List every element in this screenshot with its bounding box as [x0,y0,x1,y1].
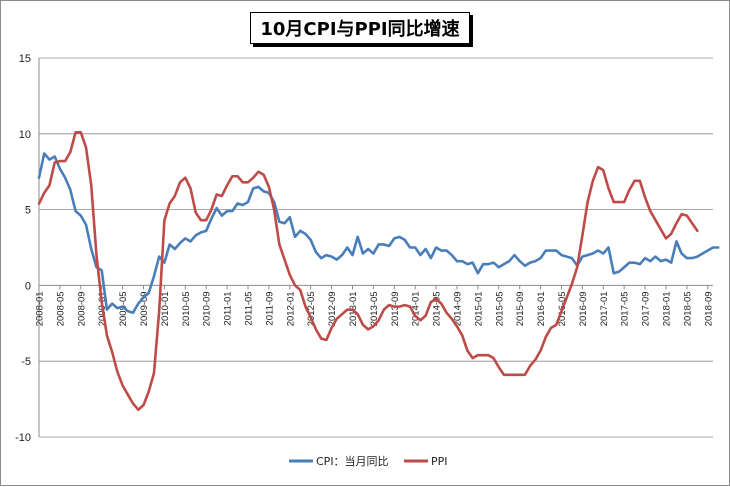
y-tick-label: -10 [15,432,31,444]
y-tick-label: 15 [19,53,31,65]
x-tick-label: 2011-01 [223,291,234,325]
legend-label-cpi: CPI：当月同比 [316,454,389,468]
x-tick-label: 2013-05 [369,291,380,326]
chart-title-box: 10月CPI与PPI同比增速 [250,12,470,44]
x-tick-label: 2016-09 [578,291,589,326]
y-tick-labels: -10 -5 0 5 10 15 [15,53,31,444]
y-tick-label: 10 [19,129,31,141]
x-tick-label: 2012-01 [285,291,296,326]
x-tick-label: 2011-05 [243,291,254,325]
x-tick-label: 2017-09 [641,291,652,326]
x-tick-label: 2017-01 [599,291,610,326]
x-tick-label: 2017-05 [620,291,631,326]
x-tick-label: 2013-09 [390,291,401,326]
y-tick-label: -5 [21,356,31,368]
x-tick-label: 2014-01 [411,291,422,326]
y-tick-label: 5 [25,205,31,217]
x-tick-label: 2008-01 [35,291,46,326]
x-tick-label: 2012-09 [327,291,338,326]
legend-label-ppi: PPI [431,455,448,468]
x-tick-label: 2018-05 [682,291,693,326]
x-tick-label: 2008-09 [76,291,87,326]
x-tick-label: 2014-05 [432,291,443,326]
x-tick-label: 2011-09 [264,291,275,325]
x-tick-label: 2010-09 [202,291,213,326]
x-tick-label: 2015-01 [473,291,484,326]
chart-title: 10月CPI与PPI同比增速 [260,19,460,40]
x-tick-label: 2018-09 [703,291,714,326]
x-tick-label: 2008-05 [55,291,66,326]
x-tick-label: 2016-01 [536,291,547,326]
series-layer [37,130,720,412]
x-tick-label: 2018-01 [661,291,672,326]
x-tick-label: 2010-05 [181,291,192,326]
series-line-cpi [37,152,720,314]
y-tick-label: 0 [25,280,31,292]
x-tick-label: 2012-05 [306,291,317,326]
x-tick-label: 2015-05 [494,291,505,326]
x-tick-label: 2014-09 [452,291,463,326]
series-line-ppi [37,130,699,412]
x-tick-label: 2009-09 [139,291,150,326]
x-tick-label: 2015-09 [515,291,526,326]
grid-layer [39,57,713,438]
x-tick-label: 2010-01 [160,291,171,326]
legend: CPI：当月同比 PPI [289,454,448,468]
